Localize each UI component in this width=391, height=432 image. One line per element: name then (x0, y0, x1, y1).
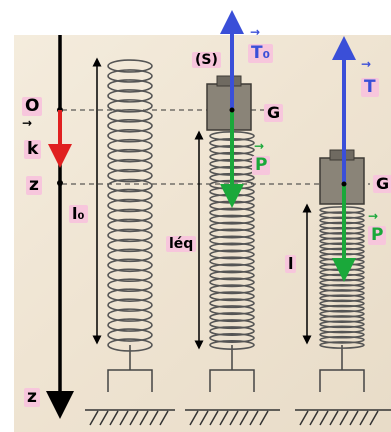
spring-coil (107, 119, 153, 133)
spring-coil (107, 248, 153, 263)
spring-coil (209, 333, 255, 344)
unit-vector-label: k (24, 140, 42, 159)
center-of-mass-1 (229, 107, 235, 113)
spring-coil (209, 207, 255, 218)
spring-coil (107, 138, 153, 153)
spring-coil (319, 289, 365, 297)
spring-coil (107, 338, 153, 352)
spring-coil (107, 79, 153, 93)
spring-coil (107, 69, 153, 83)
weight-2-label: P (368, 226, 387, 245)
tension-2-arrow-over: → (361, 57, 372, 71)
spring-coil (107, 228, 153, 243)
weight-2-arrow-over: → (368, 209, 379, 223)
spring-coil (209, 270, 255, 281)
spring-coil (319, 320, 365, 329)
spring-coil (107, 99, 153, 113)
spring-coil (209, 340, 255, 350)
spring-coil (107, 318, 153, 332)
spring-coil (209, 256, 255, 267)
center-of-mass-1-label: G (264, 104, 284, 122)
weight-1-arrow-over: → (254, 139, 265, 153)
spring-coil (209, 319, 255, 330)
equilibrium-length-label: léq (166, 236, 197, 252)
spring-coil (209, 326, 255, 337)
mass-block-1 (206, 83, 252, 131)
spring-coil (209, 298, 255, 309)
spring-coil (319, 341, 365, 349)
spring-1 (107, 59, 153, 352)
spring-coil (107, 168, 153, 183)
z-level-label: z (26, 176, 42, 195)
spring-coil (107, 89, 153, 103)
spring-3-stem (319, 345, 365, 392)
spring-coil (107, 308, 153, 322)
spring-coil (209, 214, 255, 225)
spring-coil (209, 291, 255, 302)
spring-coil (107, 328, 153, 342)
center-of-mass-2-label: G (373, 175, 391, 193)
spring-coil (107, 288, 153, 302)
spring-coil (319, 325, 365, 334)
spring-coil (319, 309, 365, 318)
spring-coil (209, 284, 255, 295)
spring-coil (209, 235, 255, 246)
spring-coil (319, 283, 365, 292)
z-axis-label: z (24, 388, 40, 407)
center-of-mass-2 (341, 181, 347, 187)
spring-coil (209, 277, 255, 288)
solid-label: (S) (192, 52, 221, 68)
spring-coil (107, 278, 153, 292)
spring-coil (319, 315, 365, 323)
origin-label: O (22, 97, 43, 116)
spring-coil (107, 258, 153, 273)
spring-coil (107, 208, 153, 223)
spring-coil (319, 335, 365, 344)
spring-1-stem (107, 345, 153, 392)
tension-1-label: T₀ (248, 44, 274, 63)
tension-1-arrow-over: → (250, 25, 261, 39)
ground-1 (85, 409, 175, 426)
spring-coil (209, 221, 255, 232)
z-level-point (57, 180, 63, 186)
spring-coil (107, 218, 153, 233)
spring-coil (319, 330, 365, 339)
stretched-length-label: l (285, 255, 297, 273)
spring-coil (209, 305, 255, 316)
spring-2-stem (209, 345, 255, 392)
ground-3 (295, 409, 391, 426)
spring-coil (319, 294, 365, 303)
spring-coil (107, 298, 153, 312)
ground-2 (185, 409, 280, 426)
spring-coil (107, 109, 153, 123)
spring-coil (107, 59, 153, 73)
spring-coil (209, 263, 255, 274)
spring-coil (107, 158, 153, 173)
spring-coil (107, 178, 153, 193)
natural-length-label: l₀ (69, 205, 88, 223)
spring-coil (209, 242, 255, 253)
spring-coil (209, 228, 255, 239)
tension-2-label: T (361, 78, 379, 97)
mass-block-1-top (216, 75, 242, 87)
spring-coil (209, 312, 255, 323)
spring-coil (107, 198, 153, 213)
spring-coil (107, 188, 153, 203)
spring-coil (107, 238, 153, 253)
spring-coil (209, 249, 255, 260)
spring-coil (107, 128, 153, 143)
unit-vector-k-arrow-over: → (22, 116, 33, 130)
spring-coil (107, 268, 153, 283)
spring-coil (319, 299, 365, 308)
spring-coil (319, 304, 365, 313)
weight-1-label: P (252, 156, 271, 175)
spring-coil (107, 148, 153, 163)
